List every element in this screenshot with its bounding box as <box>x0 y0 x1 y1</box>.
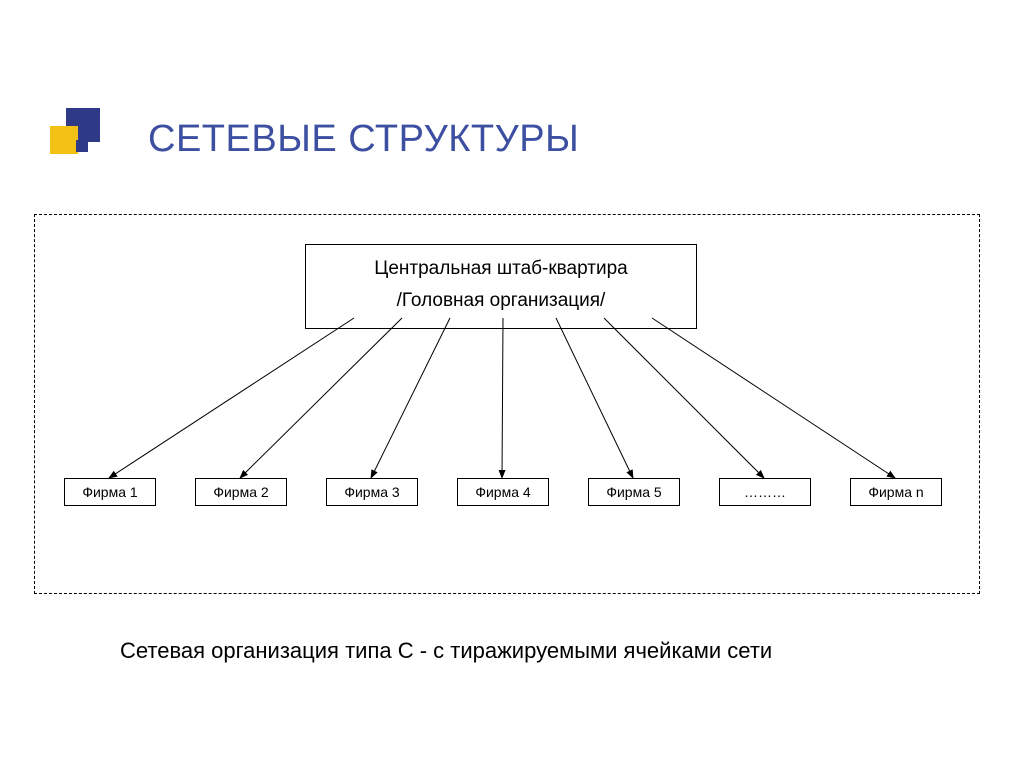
firm-node-2: Фирма 3 <box>326 478 418 506</box>
hq-node: Центральная штаб-квартира /Головная орга… <box>305 244 697 329</box>
logo-yellow-square <box>50 126 78 154</box>
firm-node-0: Фирма 1 <box>64 478 156 506</box>
firm-node-4: Фирма 5 <box>588 478 680 506</box>
slide-logo <box>50 108 100 158</box>
firm-node-3: Фирма 4 <box>457 478 549 506</box>
logo-blue-small <box>76 140 88 152</box>
slide-title: СЕТЕВЫЕ СТРУКТУРЫ <box>148 118 579 161</box>
hq-line2: /Головная организация/ <box>324 285 678 317</box>
firm-node-6: Фирма n <box>850 478 942 506</box>
diagram-caption: Сетевая организация типа С - с тиражируе… <box>120 638 772 664</box>
firm-node-1: Фирма 2 <box>195 478 287 506</box>
firm-node-5: ……… <box>719 478 811 506</box>
hq-line1: Центральная штаб-квартира <box>324 253 678 285</box>
